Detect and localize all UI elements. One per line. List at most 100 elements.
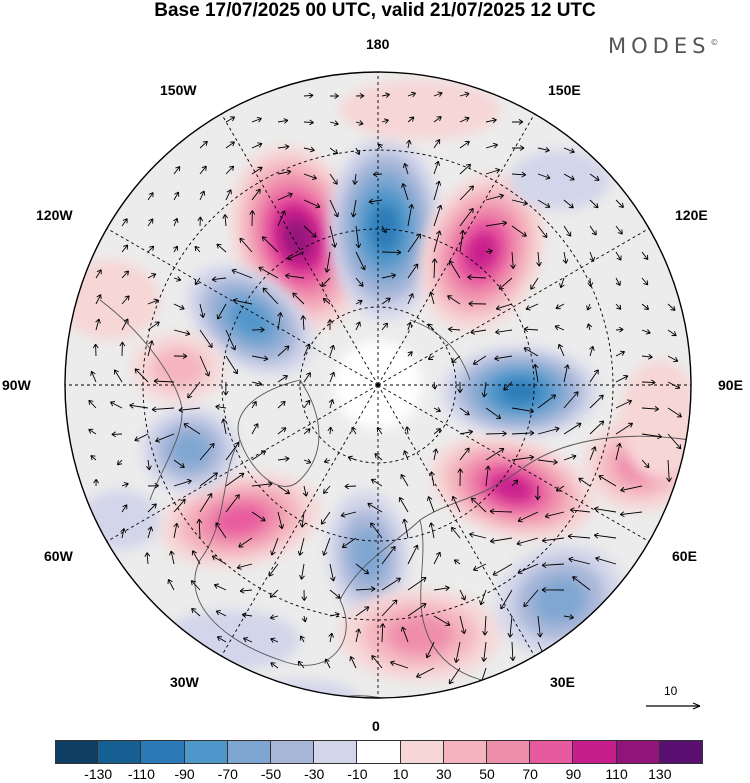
wind-arrow bbox=[292, 292, 305, 305]
wind-arrow bbox=[297, 660, 305, 669]
wind-arrow bbox=[381, 599, 398, 617]
lon-label-150w: 150W bbox=[160, 82, 197, 98]
wind-arrow bbox=[329, 199, 339, 218]
wind-arrow bbox=[374, 453, 383, 461]
weak-anomaly bbox=[620, 360, 691, 480]
wind-arrow bbox=[347, 455, 357, 462]
wind-arrow bbox=[249, 210, 256, 227]
wind-arrow bbox=[277, 144, 290, 150]
wind-arrow bbox=[507, 615, 514, 638]
wind-arrow bbox=[401, 183, 409, 201]
wind-arrow bbox=[589, 173, 600, 181]
wind-arrow bbox=[482, 615, 488, 636]
wind-arrow bbox=[563, 225, 572, 237]
wind-arrow bbox=[277, 210, 286, 227]
wind-arrow bbox=[173, 459, 185, 468]
wind-arrow bbox=[299, 511, 306, 528]
wind-arrow bbox=[199, 493, 213, 513]
wind-arrow bbox=[537, 225, 548, 239]
wind-arrow bbox=[121, 482, 129, 488]
wind-arrow bbox=[222, 381, 229, 396]
wind-arrow bbox=[485, 117, 497, 124]
colorbar-swatch bbox=[616, 740, 660, 764]
wind-arrow bbox=[355, 563, 370, 575]
wind-arrow bbox=[322, 537, 331, 556]
wind-arrow bbox=[225, 116, 236, 123]
wind-arrow bbox=[287, 251, 305, 261]
wind-arrow bbox=[615, 199, 624, 208]
wind-arrow bbox=[459, 116, 470, 123]
wind-arrow bbox=[197, 216, 204, 227]
wind-arrow bbox=[303, 399, 311, 409]
lon-label-30w: 30W bbox=[170, 674, 199, 690]
wind-arrow bbox=[355, 321, 361, 331]
wind-arrow bbox=[511, 225, 527, 237]
map-title: Base 17/07/2025 00 UTC, valid 21/07/2025… bbox=[154, 0, 596, 21]
wind-arrow bbox=[555, 303, 565, 310]
wind-arrow bbox=[516, 537, 539, 546]
wind-arrow bbox=[323, 485, 331, 494]
colorbar-swatch bbox=[400, 740, 444, 764]
wind-arrow bbox=[377, 143, 384, 149]
anomaly-layer bbox=[65, 80, 691, 698]
wind-arrow bbox=[559, 277, 565, 289]
wind-arrow bbox=[485, 142, 498, 149]
wind-arrow bbox=[215, 404, 227, 410]
wind-arrow bbox=[485, 448, 505, 461]
wind-arrow bbox=[368, 198, 383, 205]
wind-arrow bbox=[451, 355, 461, 363]
wind-arrow bbox=[355, 628, 361, 643]
wind-arrow bbox=[216, 636, 227, 643]
wind-arrow bbox=[534, 485, 541, 501]
wind-arrow bbox=[303, 92, 314, 99]
wind-arrow bbox=[381, 118, 389, 124]
meridian-line bbox=[106, 228, 379, 386]
wind-arrow bbox=[147, 526, 154, 539]
wind-arrow bbox=[351, 427, 357, 435]
lon-label-60w: 60W bbox=[44, 548, 73, 564]
wind-arrow bbox=[301, 615, 308, 623]
wind-arrow bbox=[95, 294, 102, 305]
colorbar-swatch bbox=[573, 740, 617, 764]
wind-arrow bbox=[355, 251, 366, 271]
lon-label-120e: 120E bbox=[675, 207, 708, 223]
wind-arrow bbox=[329, 93, 339, 99]
colorbar-swatch bbox=[530, 740, 574, 764]
wind-arrow bbox=[344, 483, 357, 490]
wind-arrow bbox=[328, 399, 335, 409]
colorbar-tick-label: 50 bbox=[479, 766, 495, 782]
wind-arrow bbox=[134, 433, 149, 442]
wind-arrow bbox=[251, 142, 263, 149]
wind-arrow bbox=[467, 274, 487, 281]
wind-arrow bbox=[114, 369, 123, 383]
wind-arrow bbox=[303, 428, 311, 435]
lon-label-150e: 150E bbox=[548, 82, 581, 98]
meridian-line bbox=[377, 228, 650, 386]
wind-arrow bbox=[400, 474, 409, 487]
wind-arrow bbox=[485, 407, 502, 420]
wind-arrow bbox=[302, 485, 309, 497]
wind-arrow bbox=[196, 518, 203, 539]
wind-arrow bbox=[191, 550, 201, 565]
wind-arrow bbox=[277, 400, 286, 409]
wind-arrow bbox=[300, 315, 307, 331]
wind-arrow bbox=[403, 450, 409, 461]
wind-arrow bbox=[447, 295, 461, 305]
wind-arrow bbox=[381, 577, 401, 591]
wind-arrow bbox=[641, 303, 650, 310]
wind-arrow bbox=[469, 532, 487, 539]
wind-arrow bbox=[328, 632, 334, 643]
wind-arrow bbox=[329, 225, 338, 248]
lon-label-60e: 60E bbox=[672, 548, 697, 564]
wind-arrow bbox=[563, 364, 570, 383]
wind-arrow bbox=[352, 173, 358, 185]
wind-arrow bbox=[285, 273, 305, 279]
wind-arrow bbox=[589, 251, 595, 262]
wind-arrow bbox=[641, 353, 653, 360]
wind-arrow bbox=[416, 667, 435, 678]
wind-arrow bbox=[95, 269, 102, 279]
wind-arrow bbox=[239, 587, 253, 594]
wind-arrow bbox=[589, 394, 604, 409]
wind-arrow bbox=[277, 456, 290, 462]
wind-arrow bbox=[120, 528, 127, 539]
